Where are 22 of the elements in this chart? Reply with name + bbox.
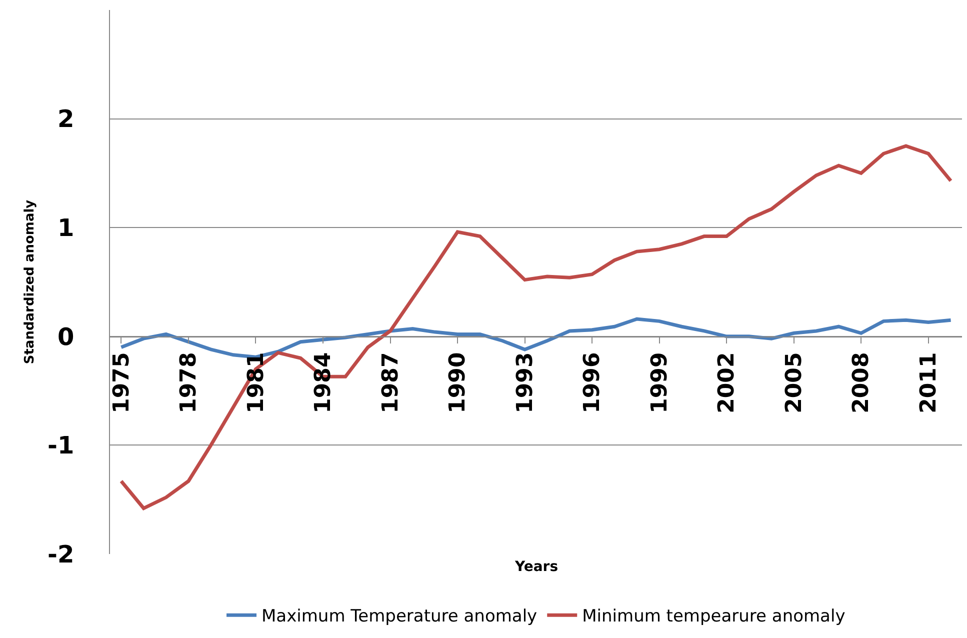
x-tick-label: 1978: [176, 352, 202, 414]
y-tick-label: -1: [48, 432, 74, 460]
x-tick-label: 2002: [714, 352, 740, 414]
x-tick-label: 1996: [580, 352, 606, 414]
y-axis-title: Standardized anomaly: [22, 199, 38, 364]
legend-label: Maximum Temperature anomaly: [262, 606, 538, 627]
x-tick-label: 1984: [311, 352, 336, 414]
x-axis-title: Years: [514, 559, 558, 575]
x-tick-label: 2011: [916, 352, 942, 414]
x-tick-label: 1999: [647, 352, 672, 414]
x-tick-label: 2008: [849, 352, 874, 414]
x-tick-label: 1990: [446, 352, 471, 414]
y-tick-label: -2: [48, 540, 74, 568]
x-tick-label: 2005: [782, 352, 807, 414]
x-tick-label: 1981: [244, 352, 269, 414]
y-tick-label: 2: [57, 105, 74, 134]
x-tick-label: 1993: [512, 352, 538, 414]
y-tick-label: 0: [57, 322, 74, 351]
x-tick-label: 1975: [109, 352, 134, 414]
legend-label: Minimum tempearure anomaly: [582, 606, 846, 627]
x-tick-label: 1987: [378, 352, 404, 414]
y-tick-label: 1: [57, 214, 74, 242]
